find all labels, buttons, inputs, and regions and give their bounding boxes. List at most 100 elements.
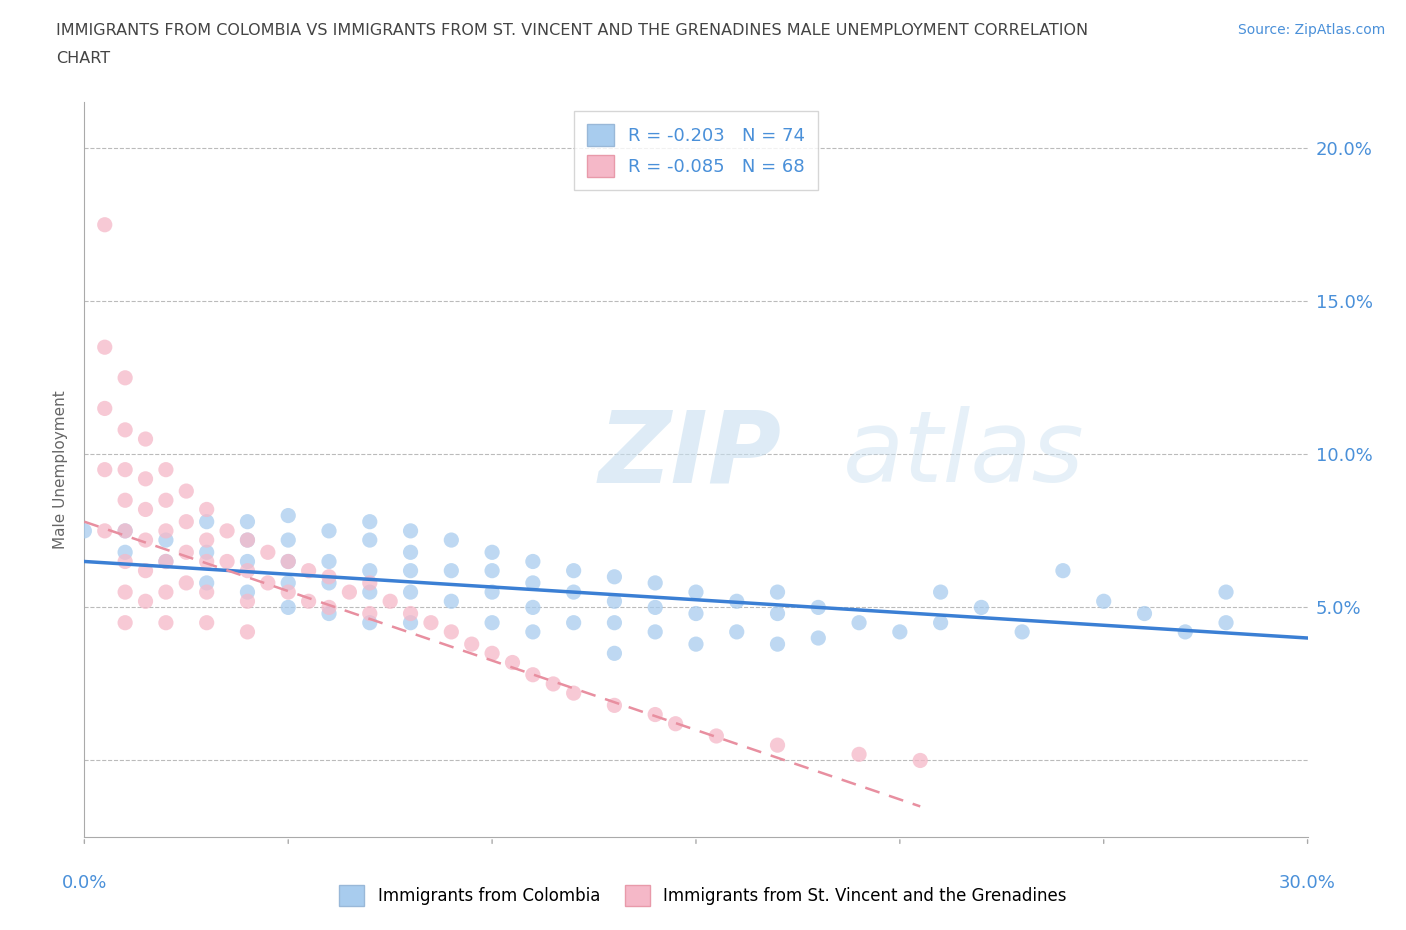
Point xyxy=(766,606,789,621)
Text: atlas: atlas xyxy=(842,406,1084,503)
Point xyxy=(848,747,870,762)
Point xyxy=(848,616,870,631)
Point xyxy=(195,533,218,548)
Point xyxy=(114,545,136,560)
Text: CHART: CHART xyxy=(56,51,110,66)
Point xyxy=(481,645,503,660)
Point xyxy=(1092,594,1115,609)
Point xyxy=(174,576,197,591)
Point xyxy=(135,472,157,486)
Point xyxy=(481,564,503,578)
Point xyxy=(236,533,259,548)
Point xyxy=(318,606,340,621)
Point xyxy=(929,585,952,600)
Point xyxy=(1215,585,1237,600)
Point xyxy=(155,554,177,569)
Point xyxy=(970,600,993,615)
Point xyxy=(195,514,218,529)
Point xyxy=(359,616,381,631)
Point xyxy=(481,545,503,560)
Point xyxy=(440,564,463,578)
Point xyxy=(502,655,524,670)
Point xyxy=(217,554,239,569)
Point xyxy=(603,569,626,584)
Point xyxy=(135,432,157,446)
Point xyxy=(339,585,361,600)
Point xyxy=(236,585,259,600)
Point xyxy=(93,462,115,477)
Point xyxy=(174,484,197,498)
Point xyxy=(155,616,177,631)
Point xyxy=(236,554,259,569)
Point xyxy=(725,624,748,639)
Point xyxy=(685,637,707,652)
Point xyxy=(1011,624,1033,639)
Point xyxy=(481,616,503,631)
Point xyxy=(706,728,728,743)
Point xyxy=(174,514,197,529)
Point xyxy=(562,616,585,631)
Point xyxy=(665,716,688,731)
Point xyxy=(155,524,177,538)
Point xyxy=(195,616,218,631)
Point xyxy=(359,533,381,548)
Point xyxy=(114,370,136,385)
Point xyxy=(1133,606,1156,621)
Point xyxy=(522,576,544,591)
Point xyxy=(1215,616,1237,631)
Point xyxy=(277,554,299,569)
Point xyxy=(440,533,463,548)
Point xyxy=(236,533,259,548)
Point xyxy=(359,564,381,578)
Point xyxy=(929,616,952,631)
Point xyxy=(114,422,136,437)
Text: ZIP: ZIP xyxy=(598,406,782,503)
Point xyxy=(399,606,422,621)
Point xyxy=(155,493,177,508)
Point xyxy=(155,462,177,477)
Point xyxy=(766,637,789,652)
Point xyxy=(420,616,443,631)
Point xyxy=(807,631,830,645)
Point xyxy=(236,564,259,578)
Point xyxy=(114,524,136,538)
Point xyxy=(195,545,218,560)
Point xyxy=(562,685,585,700)
Text: 0.0%: 0.0% xyxy=(62,874,107,892)
Point xyxy=(440,594,463,609)
Point xyxy=(1174,624,1197,639)
Point xyxy=(1052,564,1074,578)
Point xyxy=(114,554,136,569)
Point xyxy=(399,585,422,600)
Point xyxy=(603,594,626,609)
Point xyxy=(195,585,218,600)
Point xyxy=(195,576,218,591)
Point xyxy=(522,554,544,569)
Point xyxy=(277,554,299,569)
Point xyxy=(318,600,340,615)
Point xyxy=(359,576,381,591)
Point xyxy=(257,545,280,560)
Point xyxy=(257,576,280,591)
Point xyxy=(522,668,544,683)
Point xyxy=(277,533,299,548)
Point xyxy=(562,585,585,600)
Point xyxy=(725,594,748,609)
Point xyxy=(114,616,136,631)
Point xyxy=(114,585,136,600)
Point xyxy=(644,707,666,722)
Point xyxy=(135,594,157,609)
Point xyxy=(195,502,218,517)
Point xyxy=(135,564,157,578)
Point xyxy=(380,594,402,609)
Point xyxy=(766,585,789,600)
Point xyxy=(93,339,115,354)
Point xyxy=(155,533,177,548)
Point xyxy=(277,585,299,600)
Point xyxy=(399,524,422,538)
Point xyxy=(93,401,115,416)
Point xyxy=(318,576,340,591)
Point xyxy=(93,218,115,232)
Point xyxy=(562,564,585,578)
Point xyxy=(318,554,340,569)
